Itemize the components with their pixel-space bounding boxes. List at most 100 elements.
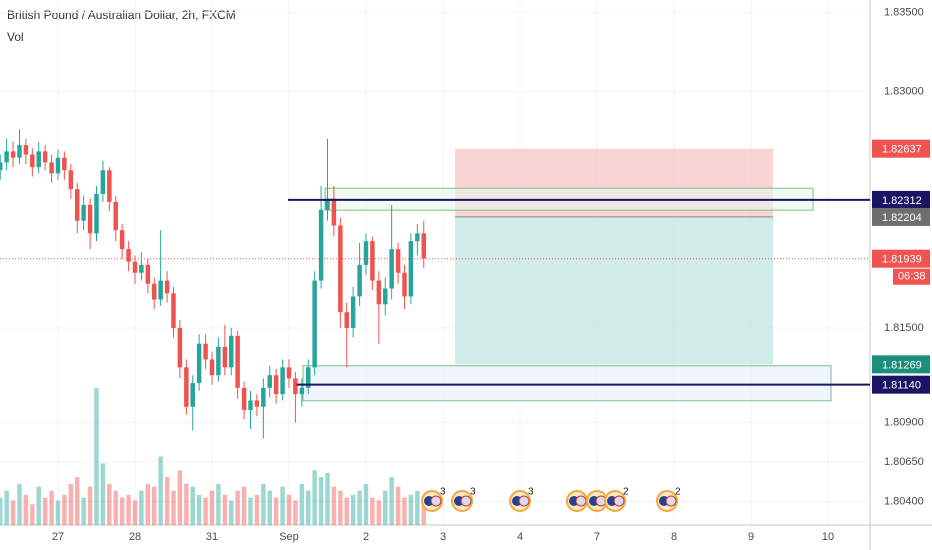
volume-bar — [4, 490, 9, 525]
x-tick-label: 9 — [748, 531, 754, 543]
volume-bar — [184, 483, 189, 525]
y-tick-label: 1.83500 — [884, 7, 924, 19]
volume-bar — [42, 497, 48, 525]
volume-bar — [222, 494, 228, 525]
volume-bar — [203, 497, 208, 525]
candle-body — [196, 343, 202, 384]
candle-body — [229, 335, 234, 368]
volume-bar — [350, 494, 356, 525]
candle-body — [331, 198, 337, 226]
candle-body — [363, 241, 369, 265]
candle-body — [299, 387, 305, 395]
candle-body — [126, 249, 131, 262]
candle-body — [357, 264, 362, 297]
volume-bar — [363, 483, 369, 525]
candle-body — [62, 157, 67, 171]
volume-bar — [318, 477, 324, 525]
price-label: 1.81269 — [882, 359, 922, 371]
candle-body — [222, 346, 228, 368]
volume-bar — [145, 483, 151, 525]
volume-bar — [49, 490, 54, 525]
volume-bar — [100, 463, 106, 525]
price-label-box — [872, 375, 930, 394]
volume-bar — [0, 497, 3, 525]
price-label-box — [872, 207, 930, 226]
price-label: 1.82204 — [882, 212, 922, 224]
volume-bar — [370, 497, 375, 525]
volume-bar — [261, 483, 266, 525]
volume-bar — [280, 486, 285, 525]
candle-body — [68, 170, 74, 190]
candle-body — [376, 280, 382, 305]
countdown: 06:38 — [898, 271, 926, 283]
x-tick-label: 27 — [52, 531, 64, 543]
y-tick-label: 1.80900 — [884, 416, 924, 428]
candle-body — [139, 264, 144, 273]
candle-body — [350, 296, 356, 328]
event-count: 2 — [675, 487, 681, 498]
y-tick-label: 1.81500 — [884, 322, 924, 334]
price-label: 1.81140 — [882, 380, 921, 392]
volume-bar — [216, 483, 221, 525]
candle-body — [216, 346, 221, 376]
volume-bar — [312, 470, 317, 525]
candle-body — [415, 233, 420, 242]
candle-body — [42, 151, 48, 163]
event-flag — [613, 495, 625, 507]
candle-body — [184, 367, 189, 407]
price-label: 1.82312 — [882, 195, 922, 207]
candle-body — [248, 400, 253, 410]
volume-bar — [62, 494, 67, 525]
candle-body — [338, 225, 343, 313]
candle-body — [421, 233, 426, 259]
price-label-box — [872, 355, 930, 374]
volume-bar — [408, 494, 414, 525]
price-label: 1.81939 — [882, 254, 922, 266]
candle-body — [30, 154, 35, 168]
candle-body — [55, 157, 61, 174]
chart-title: British Pound / Australian Dollar, 2h, F… — [7, 8, 236, 22]
volume-bar — [395, 486, 401, 525]
candle-body — [261, 387, 266, 407]
price-label-box — [872, 190, 930, 209]
volume-bar — [235, 490, 240, 525]
volume-bar — [87, 486, 93, 525]
volume-bar — [402, 497, 407, 525]
volume-bar — [421, 504, 426, 525]
candle-body — [273, 375, 279, 395]
candle-body — [10, 151, 16, 158]
x-tick-label: 7 — [594, 531, 600, 543]
candle-body — [293, 378, 298, 395]
candle-body — [23, 145, 29, 155]
candle-body — [0, 162, 3, 171]
candle-body — [17, 145, 22, 158]
candle-body — [286, 367, 292, 379]
x-tick-label: 10 — [822, 531, 834, 543]
x-tick-label: 3 — [440, 531, 446, 543]
x-tick-label: 28 — [129, 531, 141, 543]
volume-bar — [331, 486, 337, 525]
candle-body — [145, 264, 151, 284]
volume-bar — [139, 490, 144, 525]
volume-bar — [68, 483, 74, 525]
volume-bar — [23, 494, 29, 525]
candle-body — [177, 327, 183, 368]
volume-bar — [113, 490, 118, 525]
volume-bar — [389, 477, 394, 525]
target-zone — [455, 216, 774, 365]
volume-bar — [17, 483, 22, 525]
candle-body — [318, 209, 324, 281]
candle-body — [113, 201, 118, 231]
candle-body — [383, 288, 388, 305]
candle-body — [389, 249, 394, 289]
volume-bar — [164, 477, 170, 525]
volume-bar — [177, 470, 183, 525]
volume-bar — [30, 504, 35, 525]
candle-body — [408, 241, 414, 297]
candle-body — [132, 261, 138, 273]
y-tick-label: 1.80650 — [884, 456, 924, 468]
candle-body — [171, 293, 176, 328]
volume-bar — [241, 486, 247, 525]
candle-body — [395, 249, 401, 273]
